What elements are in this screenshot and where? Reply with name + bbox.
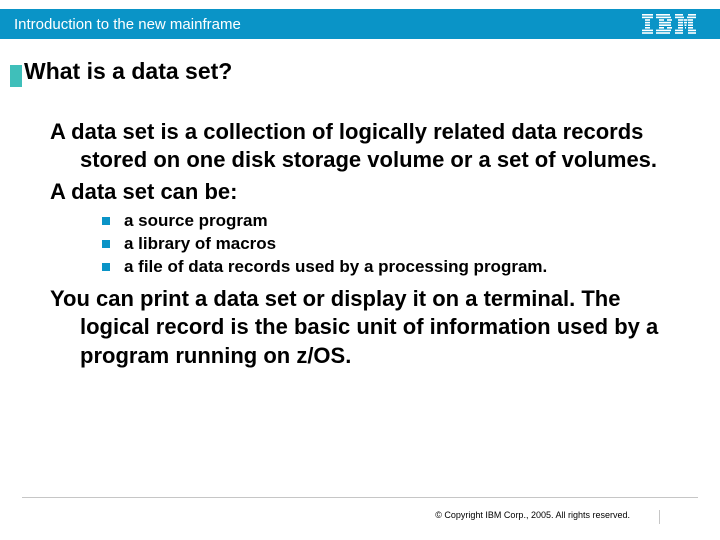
footer-rule bbox=[22, 497, 698, 498]
slide-body: A data set is a collection of logically … bbox=[50, 118, 680, 374]
accent-square-icon bbox=[10, 65, 22, 87]
bullet-list: a source program a library of macros a f… bbox=[102, 210, 680, 279]
list-item: a file of data records used by a process… bbox=[102, 256, 680, 279]
header-title: Introduction to the new mainframe bbox=[14, 16, 241, 33]
header-bar: Introduction to the new mainframe bbox=[0, 9, 720, 39]
slide-title: What is a data set? bbox=[24, 58, 232, 85]
footer-tick bbox=[659, 510, 660, 524]
slide: Introduction to the new mainframe bbox=[0, 0, 720, 540]
footer-copyright: © Copyright IBM Corp., 2005. All rights … bbox=[435, 510, 630, 520]
ibm-logo-icon bbox=[642, 14, 696, 34]
paragraph-2: A data set can be: bbox=[50, 178, 680, 206]
paragraph-3: You can print a data set or display it o… bbox=[50, 285, 680, 369]
paragraph-1: A data set is a collection of logically … bbox=[50, 118, 680, 174]
list-item: a library of macros bbox=[102, 233, 680, 256]
list-item: a source program bbox=[102, 210, 680, 233]
